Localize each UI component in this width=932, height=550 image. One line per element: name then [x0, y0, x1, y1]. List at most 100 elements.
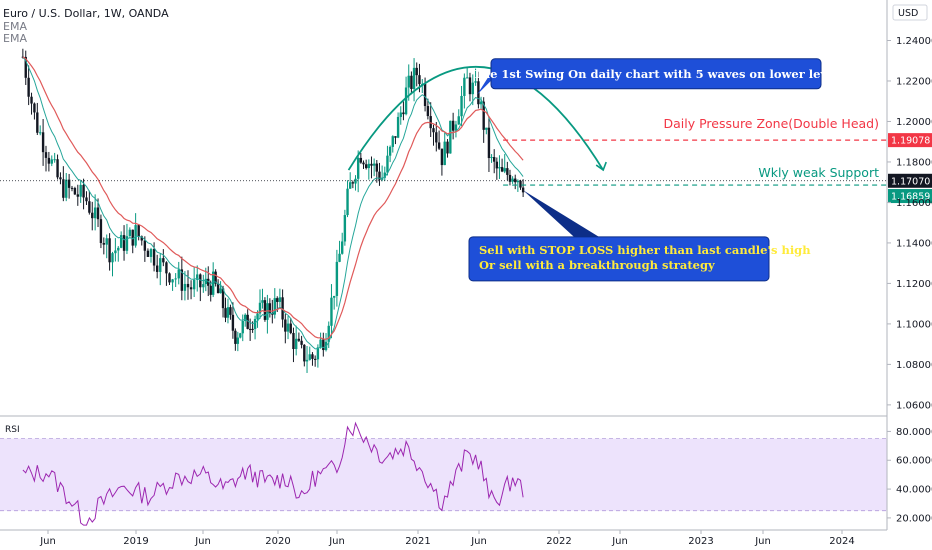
zone-label[interactable]: Daily Pressure Zone(Double Head)	[664, 116, 879, 131]
price-levels: 1.19078 1.17070 1.16859	[0, 133, 932, 204]
candle	[490, 154, 493, 163]
candle	[305, 346, 309, 373]
candle	[356, 150, 360, 193]
candle	[117, 246, 120, 262]
candle	[426, 98, 430, 120]
currency-selector[interactable]	[892, 4, 928, 21]
candle	[229, 304, 232, 320]
candle	[498, 155, 501, 179]
candle	[99, 214, 103, 249]
candle	[457, 109, 460, 125]
candle	[351, 180, 355, 189]
time-axis[interactable]: Jun 2019 Jun 2020 Jun 2021 Jun 2022 Jun 2023 Jun 20…	[39, 530, 855, 547]
candle	[432, 124, 435, 146]
candle	[221, 285, 225, 318]
candle	[246, 309, 249, 330]
candle	[165, 261, 168, 286]
candle	[171, 278, 174, 291]
rsi-label[interactable]: RSI	[5, 425, 20, 435]
x-tick-label: 2020	[265, 536, 290, 547]
candle	[375, 160, 379, 183]
price-tag-label: 1.16859	[891, 192, 930, 203]
candle	[521, 179, 525, 198]
zone-label[interactable]: Wkly weak Support	[758, 165, 879, 180]
candle	[289, 318, 292, 335]
candle	[294, 325, 298, 356]
candle	[367, 159, 371, 180]
callout-sell[interactable]: Sell with STOP LOSS higher than last can…	[468, 190, 811, 282]
candle	[319, 332, 322, 349]
y-tick-label: 1.20000	[896, 117, 932, 128]
arc-arrowhead	[595, 161, 607, 172]
candle	[119, 231, 123, 249]
candles	[21, 48, 525, 373]
swing-arc[interactable]	[347, 66, 604, 171]
candle	[93, 194, 97, 231]
rsi-line	[22, 421, 524, 526]
candle	[105, 234, 108, 259]
candle	[211, 262, 215, 298]
candle	[56, 154, 59, 180]
candle	[128, 227, 132, 237]
candle	[332, 295, 336, 310]
candle	[41, 118, 45, 166]
candle	[471, 74, 474, 106]
candle	[284, 313, 287, 344]
rsi-path	[22, 421, 524, 526]
candle	[226, 298, 230, 324]
price-tag	[888, 133, 932, 148]
candle	[449, 120, 452, 154]
candle	[234, 328, 237, 351]
candle	[65, 172, 68, 202]
candle	[348, 172, 352, 189]
candle	[487, 115, 491, 172]
x-tick-label: 2019	[123, 536, 148, 547]
candle	[263, 297, 267, 322]
candle	[59, 172, 62, 185]
candle	[516, 179, 520, 192]
candle	[219, 281, 222, 294]
candle	[137, 224, 140, 241]
candle	[474, 68, 477, 86]
candle	[500, 158, 504, 173]
candle	[519, 179, 522, 190]
candle	[50, 155, 53, 167]
candle	[186, 270, 190, 300]
x-tick-label: 2022	[546, 536, 571, 547]
candle	[308, 346, 311, 361]
candle	[386, 145, 389, 176]
callout-swing[interactable]: The 1st Swing On daily chart with 5 wave…	[473, 58, 839, 95]
candle	[202, 274, 205, 293]
callout-swing-text: The 1st Swing On daily chart with 5 wave…	[473, 67, 839, 81]
price-axis[interactable]: 1.24000 1.22000 1.20000 1.18000 1.16000 1.140…	[887, 36, 932, 411]
indicator-label-ema-1[interactable]: EMA	[3, 20, 27, 33]
annotations[interactable]: Daily Pressure Zone(Double Head) Wkly wea…	[347, 58, 880, 282]
x-tick-label: 2023	[688, 536, 713, 547]
candle	[359, 152, 363, 164]
y-tick-label: 1.10000	[896, 319, 932, 330]
y-tick-label: 1.14000	[896, 238, 932, 249]
candle	[239, 332, 242, 339]
candle	[508, 169, 512, 186]
candle	[108, 233, 111, 271]
candle	[297, 332, 301, 342]
candle	[168, 272, 171, 286]
candle	[268, 298, 272, 318]
candle	[266, 294, 269, 334]
rsi-axis[interactable]: 80.0000 60.0000 40.0000 20.0000	[887, 427, 932, 524]
candle	[183, 271, 187, 301]
candle	[372, 158, 376, 177]
candle	[162, 249, 165, 267]
indicator-label-ema-2[interactable]: EMA	[3, 32, 27, 45]
y-tick-label: 1.16000	[896, 198, 932, 209]
currency-label[interactable]: USD	[898, 8, 918, 19]
x-tick-label: Jun	[754, 536, 771, 547]
candle	[214, 269, 217, 287]
candle	[174, 273, 177, 288]
rsi-guides	[0, 438, 887, 512]
candle	[159, 253, 162, 286]
candle	[281, 289, 284, 328]
candle	[189, 280, 193, 300]
